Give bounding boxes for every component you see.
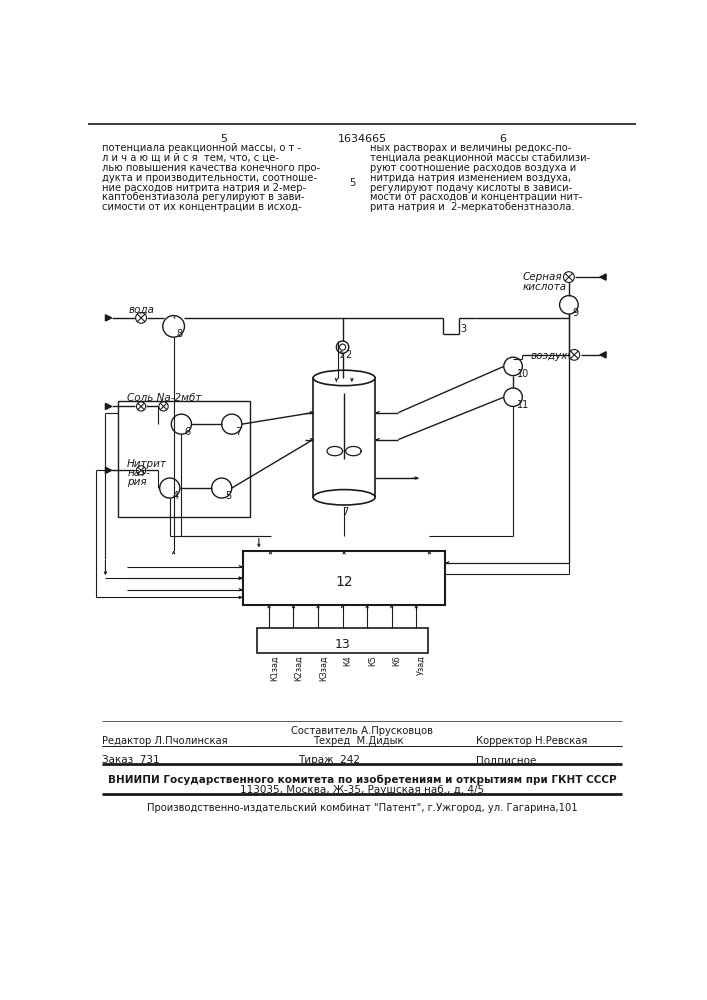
Text: К6: К6: [392, 655, 402, 666]
Text: 8: 8: [177, 329, 183, 339]
Text: ВНИИПИ Государственного комитета по изобретениям и открытиям при ГКНТ СССР: ВНИИПИ Государственного комитета по изоб…: [107, 774, 617, 785]
Text: регулируют подачу кислоты в зависи-: регулируют подачу кислоты в зависи-: [370, 183, 572, 193]
Text: воздух: воздух: [530, 351, 568, 361]
Circle shape: [339, 344, 346, 350]
Text: нат-: нат-: [127, 468, 150, 478]
Text: 6: 6: [500, 134, 506, 144]
Bar: [313, 378, 375, 497]
Polygon shape: [105, 315, 112, 321]
Text: Техред  М.Дидык: Техред М.Дидык: [313, 736, 404, 746]
Circle shape: [159, 402, 168, 411]
Circle shape: [163, 316, 185, 337]
Text: 1: 1: [339, 351, 344, 360]
Text: каптобензтиазола регулируют в зави-: каптобензтиазола регулируют в зави-: [103, 192, 305, 202]
Text: мости от расходов и концентрации нит-: мости от расходов и концентрации нит-: [370, 192, 582, 202]
Text: 7: 7: [341, 507, 348, 517]
Circle shape: [136, 466, 146, 475]
Text: рия: рия: [127, 477, 147, 487]
Text: Тираж  242: Тираж 242: [298, 755, 360, 765]
Text: Корректор Н.Ревская: Корректор Н.Ревская: [476, 736, 588, 746]
Circle shape: [337, 341, 349, 353]
Circle shape: [211, 478, 232, 498]
Text: 11: 11: [517, 400, 530, 410]
Text: Серная: Серная: [522, 272, 562, 282]
Bar: [243, 551, 445, 605]
Text: К5: К5: [368, 655, 377, 666]
Bar: [118, 401, 250, 517]
Text: тенциала реакционной массы стабилизи-: тенциала реакционной массы стабилизи-: [370, 153, 590, 163]
Text: 5: 5: [221, 134, 228, 144]
Text: 13: 13: [334, 638, 351, 651]
Text: К2зад: К2зад: [294, 655, 303, 681]
Text: К4: К4: [344, 655, 352, 666]
Text: 10: 10: [517, 369, 530, 379]
Text: 7: 7: [235, 427, 241, 437]
Text: Подписное: Подписное: [476, 755, 536, 765]
Text: 5: 5: [225, 491, 231, 501]
Text: 6: 6: [185, 427, 191, 437]
Circle shape: [171, 414, 192, 434]
Text: 2: 2: [346, 350, 352, 360]
Text: К3зад: К3зад: [319, 655, 328, 681]
Text: 113035, Москва, Ж-35, Раушская наб., д. 4/5: 113035, Москва, Ж-35, Раушская наб., д. …: [240, 785, 484, 795]
Text: Составитель А.Прусковцов: Составитель А.Прусковцов: [291, 726, 433, 736]
Polygon shape: [105, 403, 112, 410]
Text: Узад: Узад: [417, 655, 426, 675]
Circle shape: [136, 312, 146, 323]
Text: 9: 9: [573, 308, 579, 318]
Text: Заказ  731: Заказ 731: [103, 755, 160, 765]
Text: 4: 4: [173, 491, 179, 501]
Text: дукта и производительности, соотноше-: дукта и производительности, соотноше-: [103, 173, 317, 183]
Text: 5: 5: [349, 178, 355, 188]
Polygon shape: [600, 352, 606, 358]
Text: 1634665: 1634665: [337, 134, 387, 144]
Text: рита натрия и  2-меркатобензтназола.: рита натрия и 2-меркатобензтназола.: [370, 202, 574, 212]
Text: 3: 3: [460, 324, 467, 334]
Text: Редактор Л.Пчолинская: Редактор Л.Пчолинская: [103, 736, 228, 746]
Text: 12: 12: [335, 575, 353, 589]
Text: кислота: кислота: [522, 282, 566, 292]
Circle shape: [160, 478, 180, 498]
Polygon shape: [600, 274, 606, 280]
Ellipse shape: [313, 490, 375, 505]
Text: потенциала реакционной массы, о т -: потенциала реакционной массы, о т -: [103, 143, 301, 153]
Bar: [257, 628, 428, 653]
Ellipse shape: [313, 370, 375, 386]
Text: ние расходов нитрита натрия и 2-мер-: ние расходов нитрита натрия и 2-мер-: [103, 183, 306, 193]
Circle shape: [222, 414, 242, 434]
Text: ных растворах и величины редокс-по-: ных растворах и величины редокс-по-: [370, 143, 571, 153]
Text: Производственно-издательский комбинат "Патент", г.Ужгород, ул. Гагарина,101: Производственно-издательский комбинат "П…: [146, 803, 577, 813]
Text: лью повышения качества конечного про-: лью повышения качества конечного про-: [103, 163, 320, 173]
Circle shape: [569, 349, 580, 360]
Text: нитрида натрия изменением воздуха,: нитрида натрия изменением воздуха,: [370, 173, 571, 183]
Text: Нитрит: Нитрит: [127, 459, 167, 469]
Circle shape: [563, 272, 574, 282]
Text: Соль Na-2мбт: Соль Na-2мбт: [127, 393, 201, 403]
Text: руют соотношение расходов воздуха и: руют соотношение расходов воздуха и: [370, 163, 576, 173]
Circle shape: [559, 296, 578, 314]
Circle shape: [504, 388, 522, 406]
Text: вода: вода: [129, 305, 155, 315]
Circle shape: [504, 357, 522, 376]
Polygon shape: [105, 467, 112, 473]
Text: л и ч а ю щ и й с я  тем, что, с це-: л и ч а ю щ и й с я тем, что, с це-: [103, 153, 279, 163]
Text: симости от их концентрации в исход-: симости от их концентрации в исход-: [103, 202, 302, 212]
Text: К1зад: К1зад: [270, 655, 279, 681]
Circle shape: [136, 402, 146, 411]
